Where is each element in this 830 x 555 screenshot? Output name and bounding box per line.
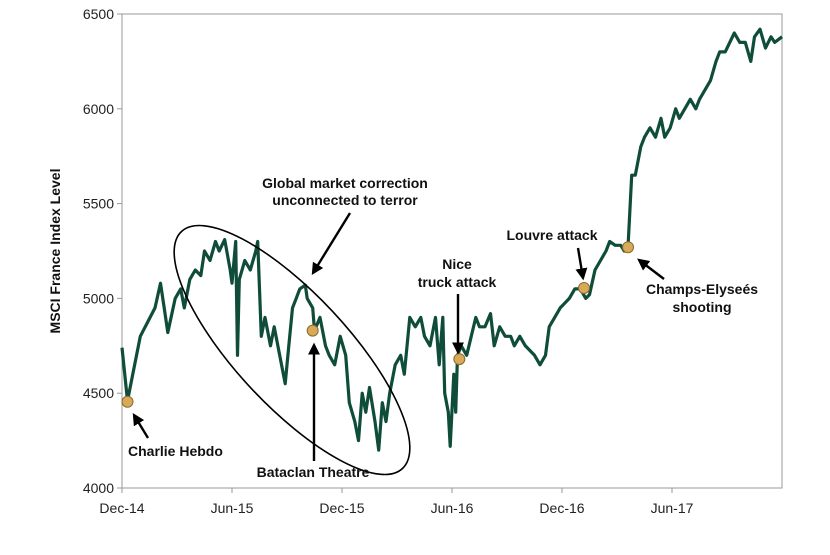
arrow-champs bbox=[637, 258, 665, 280]
x-axis: Dec-14 Jun-15 Dec-15 Jun-16 Dec-16 Jun-17 bbox=[99, 488, 694, 516]
annotation-correction-line2: unconnected to terror bbox=[272, 192, 418, 208]
arrow-correction bbox=[311, 212, 352, 276]
annotation-louvre: Louvre attack bbox=[506, 227, 597, 243]
y-tick-label: 5000 bbox=[83, 290, 114, 306]
y-tick-label: 5500 bbox=[83, 196, 114, 212]
annotation-correction-line1: Global market correction bbox=[262, 175, 428, 191]
arrow-charlie-hebdo bbox=[132, 412, 150, 439]
event-markers bbox=[121, 241, 634, 408]
annotation-charlie-hebdo: Charlie Hebdo bbox=[128, 443, 223, 459]
event-marker-champs-elyse-s-shooting bbox=[622, 241, 634, 254]
y-tick-label: 6500 bbox=[83, 6, 114, 22]
event-marker-nice-truck-attack bbox=[453, 353, 466, 366]
annotation-champs-line1: Champs-Elyseés bbox=[646, 281, 758, 297]
arrow-louvre bbox=[575, 247, 588, 281]
y-tick-label: 6000 bbox=[83, 101, 114, 117]
x-tick-label: Jun-15 bbox=[211, 500, 254, 516]
x-tick-label: Dec-15 bbox=[319, 500, 364, 516]
series-line-msci-france bbox=[120, 27, 783, 452]
y-tick-label: 4500 bbox=[83, 385, 114, 401]
event-marker-louvre-attack bbox=[578, 281, 590, 294]
event-marker-bataclan-theatre bbox=[306, 324, 319, 337]
x-tick-label: Dec-14 bbox=[99, 500, 144, 516]
correction-ellipse bbox=[173, 224, 411, 476]
annotation-nice-line1: Nice bbox=[442, 256, 472, 272]
annotation-bataclan: Bataclan Theatre bbox=[257, 464, 370, 480]
annotation-champs-line2: shooting bbox=[672, 299, 731, 315]
x-tick-label: Jun-17 bbox=[651, 500, 694, 516]
y-axis: 4000 4500 5000 5500 6000 6500 bbox=[83, 6, 122, 496]
y-axis-title: MSCI France Index Level bbox=[47, 169, 63, 334]
x-tick-label: Jun-16 bbox=[431, 500, 474, 516]
x-tick-label: Dec-16 bbox=[539, 500, 584, 516]
event-marker-charlie-hebdo bbox=[121, 395, 134, 408]
annotation-nice-line2: truck attack bbox=[418, 274, 497, 290]
y-tick-label: 4000 bbox=[83, 480, 114, 496]
